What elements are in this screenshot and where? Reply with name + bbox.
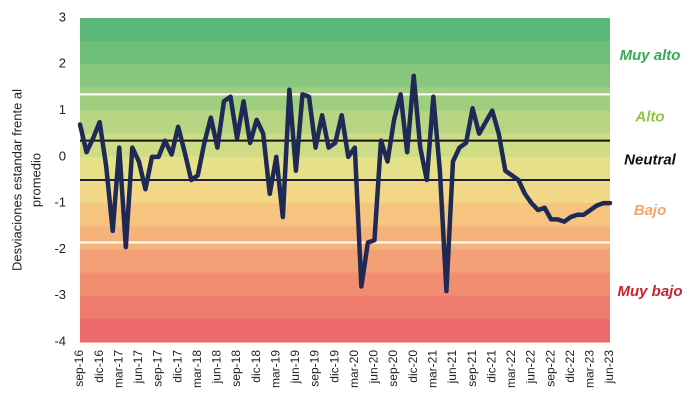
x-tick-label: jun-19 <box>288 350 302 385</box>
x-tick-label: sep-18 <box>229 350 243 387</box>
x-tick-label: sep-21 <box>465 350 479 387</box>
data-line <box>77 73 613 294</box>
zone-band <box>80 64 610 88</box>
zone-band <box>80 318 610 343</box>
y-axis-title-line: promedio <box>28 153 43 207</box>
y-tick-label: 0 <box>59 148 66 163</box>
y-tick-label: -3 <box>54 287 66 302</box>
zone-band <box>80 87 610 112</box>
x-tick-label: jun-18 <box>210 350 224 385</box>
x-tick-label: mar-23 <box>583 350 597 388</box>
x-tick-label: dic-16 <box>92 350 106 383</box>
zone-label: Bajo <box>634 202 667 219</box>
zone-band <box>80 180 610 204</box>
x-tick-label: mar-18 <box>190 350 204 388</box>
y-tick-label: 2 <box>59 56 66 71</box>
x-tick-label: mar-17 <box>111 350 125 388</box>
y-tick-label: 3 <box>59 9 66 24</box>
x-tick-label: jun-20 <box>367 350 381 385</box>
y-tick-label: -4 <box>54 333 66 348</box>
x-tick-label: dic-21 <box>484 350 498 383</box>
x-tick-label: jun-17 <box>131 350 145 385</box>
zone-label: Muy bajo <box>617 283 682 300</box>
zone-label: Muy alto <box>620 47 681 64</box>
zone-label: Alto <box>634 108 664 125</box>
y-tick-label: -2 <box>54 241 66 256</box>
zone-band <box>80 156 610 181</box>
zone-band <box>80 249 610 274</box>
x-tick-label: jun-23 <box>602 350 616 385</box>
x-tick-label: sep-20 <box>386 350 400 387</box>
zone-label: Neutral <box>624 151 677 168</box>
x-tick-label: mar-20 <box>347 350 361 388</box>
x-tick-label: sep-17 <box>151 350 165 387</box>
x-tick-label: dic-22 <box>563 350 577 383</box>
x-tick-label: mar-19 <box>268 350 282 388</box>
x-tick-label: sep-19 <box>308 350 322 387</box>
x-tick-label: jun-21 <box>445 350 459 385</box>
x-tick-label: sep-22 <box>543 350 557 387</box>
zone-band <box>80 295 610 320</box>
x-tick-label: mar-21 <box>426 350 440 388</box>
x-tick-label: jun-22 <box>524 350 538 385</box>
zone-band <box>80 18 610 42</box>
y-axis-title: Desviaciones estandar frente al promedio <box>9 89 43 271</box>
x-tick-label: dic-19 <box>327 350 341 383</box>
x-tick-label: dic-17 <box>170 350 184 383</box>
x-tick-label: sep-16 <box>72 350 86 387</box>
x-tick-label: mar-22 <box>504 350 518 388</box>
zone-band <box>80 226 610 250</box>
y-tick-label: 1 <box>59 102 66 117</box>
y-tick-label: -1 <box>54 195 66 210</box>
zone-band <box>80 203 610 227</box>
y-axis-title-line: Desviaciones estandar frente al <box>9 89 24 271</box>
zone-band <box>80 41 610 65</box>
x-tick-label: dic-20 <box>406 350 420 383</box>
x-tick-label: dic-18 <box>249 350 263 383</box>
zone-band <box>80 272 610 297</box>
